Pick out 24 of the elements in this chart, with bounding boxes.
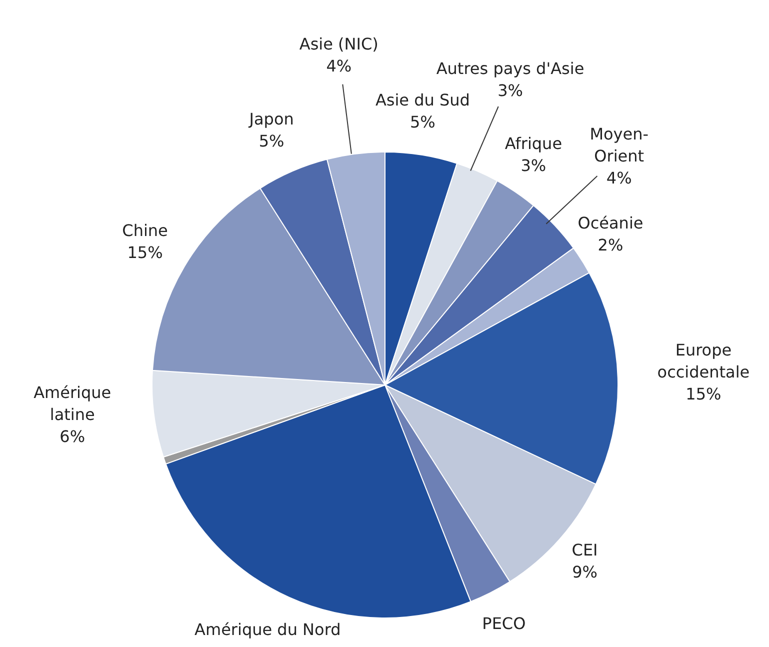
- slice-label: Asie du Sud: [375, 90, 470, 110]
- slice-label: Japon: [248, 109, 294, 128]
- slice-label: Europe occidentale: [657, 340, 750, 382]
- slice-label: Moyen-Orient: [590, 124, 649, 166]
- slice-label: Océanie: [578, 214, 644, 233]
- data-label: 9%: [572, 562, 598, 582]
- data-label: 3%: [498, 80, 523, 100]
- data-label: 5%: [410, 112, 436, 132]
- data-label: 2%: [598, 236, 624, 255]
- data-label: 6%: [60, 427, 86, 446]
- data-label: 15%: [686, 384, 722, 404]
- data-label: 3%: [520, 156, 546, 176]
- slice-label: Autres pays d'Asie: [436, 58, 584, 78]
- slice-label: Afrique: [504, 134, 562, 154]
- slice-label: CEI: [572, 540, 598, 560]
- slice-label: Chine: [122, 221, 168, 240]
- data-label: 4%: [606, 168, 632, 188]
- slice-label: PECO: [482, 614, 526, 634]
- data-label: 5%: [258, 131, 284, 150]
- slice-label: Asie (NIC): [299, 34, 378, 54]
- slice-label: Amérique du Nord: [194, 620, 341, 639]
- slice-label: Amérique latine: [34, 383, 112, 424]
- data-label: 4%: [326, 56, 352, 76]
- data-label: 15%: [127, 243, 163, 262]
